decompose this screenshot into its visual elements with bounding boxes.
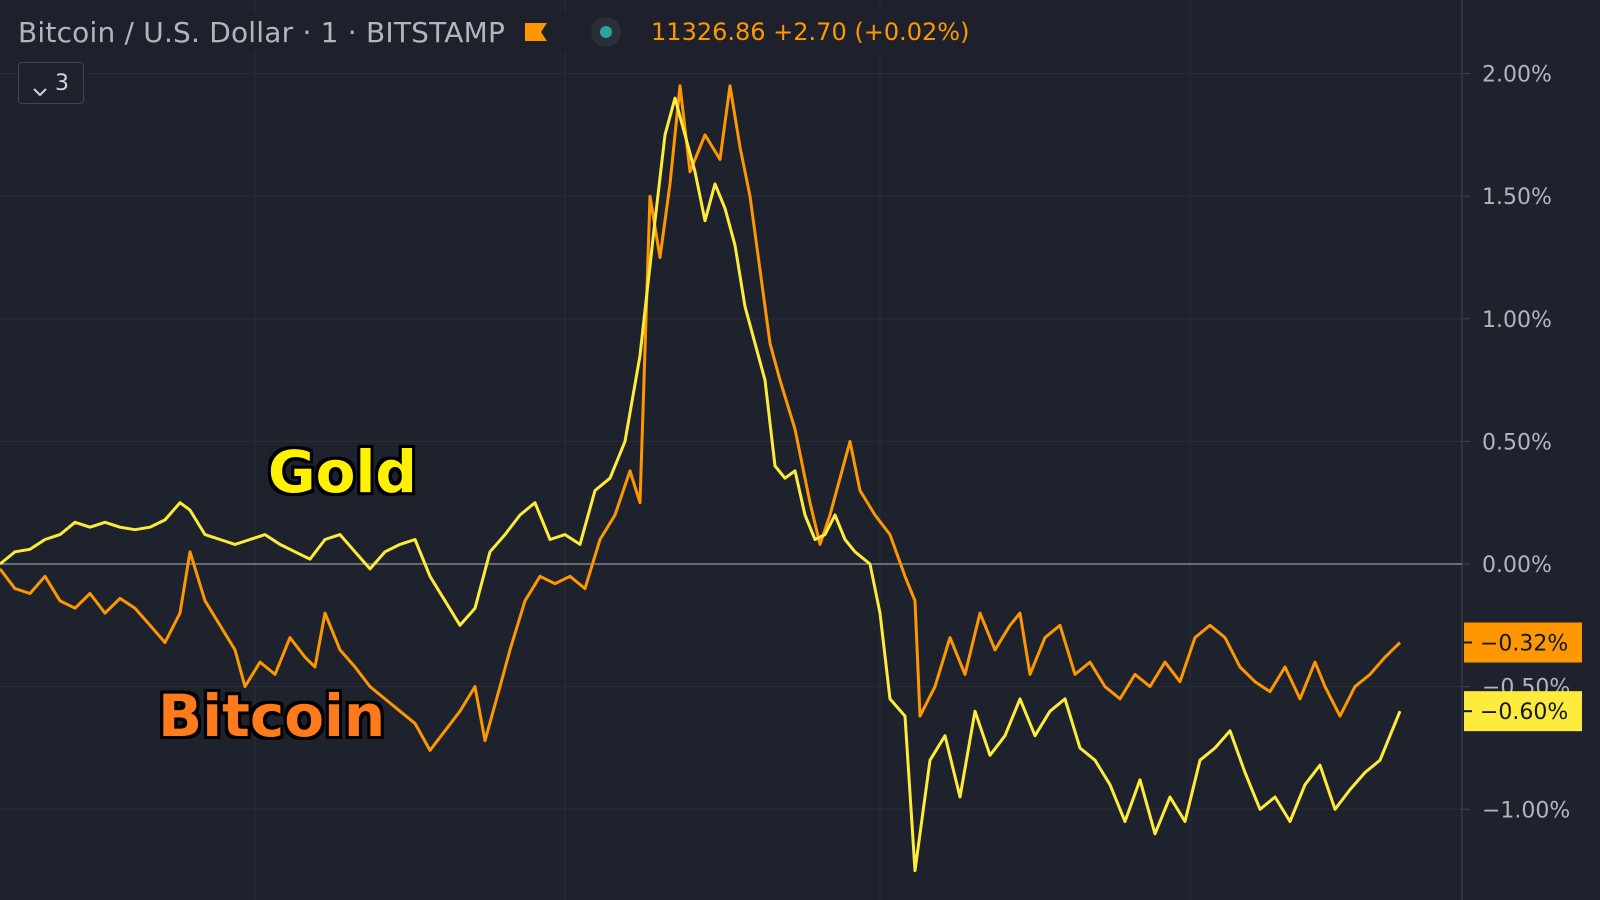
series-line-bitcoin[interactable]: [0, 84, 1402, 752]
status-dot-icon: [589, 15, 623, 49]
y-tick-label: 0.50%: [1482, 430, 1552, 455]
series-line-gold[interactable]: [0, 96, 1402, 873]
bitcoin-annotation: Bitcoin: [158, 682, 386, 750]
svg-text:−0.32%: −0.32%: [1480, 632, 1568, 657]
flag-icon[interactable]: [523, 21, 549, 43]
symbol-title[interactable]: Bitcoin / U.S. Dollar · 1 · BITSTAMP: [18, 15, 506, 49]
chevron-down-icon: [33, 78, 47, 97]
y-tick-label: 2.00%: [1482, 63, 1552, 88]
svg-text:−0.60%: −0.60%: [1480, 700, 1568, 725]
last-value-badges: −0.32% −0.60%: [1464, 622, 1582, 732]
price-readout: 11326.86 +2.70 (+0.02%): [651, 18, 970, 46]
y-tick-label: 0.00%: [1482, 553, 1552, 578]
indicator-count: 3: [55, 70, 69, 96]
last-value-badge-gold: −0.60%: [1464, 691, 1582, 732]
y-tick-label: 1.00%: [1482, 308, 1552, 333]
series-layer: [0, 84, 1402, 873]
collapse-indicators-button[interactable]: 3: [18, 62, 84, 104]
y-tick-label: −1.00%: [1482, 798, 1570, 823]
y-tick-label: 1.50%: [1482, 185, 1552, 210]
gold-annotation: Gold: [268, 438, 417, 506]
last-value-badge-bitcoin: −0.32%: [1464, 622, 1582, 663]
chart-header: Bitcoin / U.S. Dollar · 1 · BITSTAMP 113…: [10, 12, 978, 52]
